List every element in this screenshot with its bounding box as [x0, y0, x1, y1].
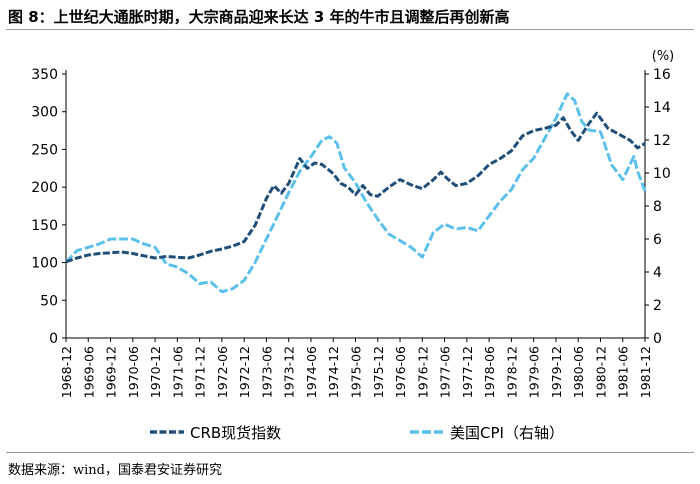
- x-tick-label: 1972-06: [215, 346, 230, 398]
- right-y-tick-label: 16: [653, 67, 671, 83]
- right-y-tick-label: 4: [653, 265, 662, 281]
- x-tick-label: 1979-06: [527, 346, 542, 398]
- x-tick-label: 1981-12: [638, 346, 653, 398]
- x-tick-label: 1981-06: [616, 346, 631, 398]
- x-tick-label: 1974-12: [326, 346, 341, 398]
- x-tick-label: 1969-12: [104, 346, 119, 398]
- x-tick-label: 1978-06: [482, 346, 497, 398]
- right-y-tick-label: 2: [653, 298, 662, 314]
- x-tick-label: 1980-12: [593, 346, 608, 398]
- source-note: 数据来源：wind，国泰君安证券研究: [8, 463, 222, 478]
- x-tick-label: 1974-06: [304, 346, 319, 398]
- x-tick-label: 1971-12: [193, 346, 208, 398]
- left-y-tick-label: 350: [31, 67, 58, 83]
- x-tick-label: 1970-12: [148, 346, 163, 398]
- source-rule: [6, 452, 694, 453]
- legend-crb-label: CRB现货指数: [190, 424, 281, 442]
- left-y-tick-label: 200: [31, 180, 58, 196]
- left-y-tick-label: 0: [49, 331, 58, 347]
- title-rule: [6, 29, 694, 30]
- left-y-tick-label: 100: [31, 256, 58, 272]
- series-line-cpi: [64, 92, 647, 294]
- x-tick-label: 1973-06: [259, 346, 274, 398]
- left-y-tick-label: 300: [31, 105, 58, 121]
- right-y-tick-label: 10: [653, 166, 671, 182]
- x-tick-label: 1971-06: [170, 346, 185, 398]
- x-tick-label: 1977-06: [438, 346, 453, 398]
- chart: 0 50 100 150 200 250 300 350 0 2 4 6 8 10 12 14 16 (%) 196…: [31, 49, 675, 442]
- left-y-tick-label: 250: [31, 142, 58, 158]
- legend-cpi-label: 美国CPI（右轴）: [450, 424, 564, 442]
- x-tick-label: 1980-06: [571, 346, 586, 398]
- x-tick-label: 1970-06: [126, 346, 141, 398]
- left-y-tick-label: 150: [31, 218, 58, 234]
- x-tick-label: 1968-12: [59, 346, 74, 398]
- x-tick-label: 1977-12: [460, 346, 475, 398]
- x-tick-label: 1978-12: [504, 346, 519, 398]
- x-tick-label: 1969-06: [81, 346, 96, 398]
- x-tick-label: 1976-06: [393, 346, 408, 398]
- x-tick-label: 1975-12: [371, 346, 386, 398]
- left-y-tick-label: 50: [40, 293, 58, 309]
- figure-title: 图 8：上世纪大通胀时期，大宗商品迎来长达 3 年的牛市且调整后再创新高: [8, 8, 510, 26]
- x-tick-label: 1972-12: [237, 346, 252, 398]
- x-tick-label: 1975-06: [349, 346, 364, 398]
- right-y-tick-label: 8: [653, 199, 662, 215]
- right-y-tick-label: 0: [653, 331, 662, 347]
- right-y-tick-label: 12: [653, 133, 671, 149]
- right-axis-unit-label: (%): [652, 49, 675, 64]
- series-line-crb: [65, 111, 646, 264]
- x-tick-label: 1973-12: [282, 346, 297, 398]
- right-y-tick-label: 6: [653, 232, 662, 248]
- x-tick-label: 1979-12: [549, 346, 564, 398]
- x-tick-label: 1976-12: [415, 346, 430, 398]
- right-y-tick-label: 14: [653, 100, 671, 116]
